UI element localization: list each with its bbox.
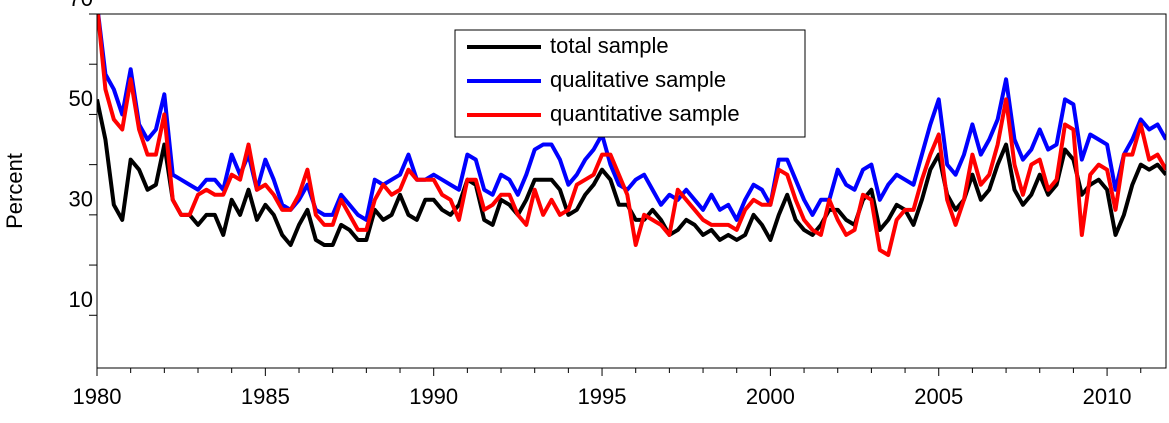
- plot-frame: [96, 13, 1167, 369]
- x-tick-label: 1995: [578, 384, 627, 409]
- series-layer: [97, 14, 1166, 258]
- y-axis-label: Percent: [2, 153, 27, 229]
- legend-label: total sample: [550, 33, 669, 58]
- x-tick-label: 1980: [73, 384, 122, 409]
- y-tick-label: 50: [69, 86, 93, 111]
- y-tick-label: 10: [69, 287, 93, 312]
- x-tick-label: 1985: [241, 384, 290, 409]
- x-tick-label: 1990: [409, 384, 458, 409]
- series-line: [97, 14, 1166, 222]
- legend-label: qualitative sample: [550, 67, 726, 92]
- series-line: [97, 14, 1166, 258]
- x-tick-label: 2010: [1083, 384, 1132, 409]
- legend-label: quantitative sample: [550, 101, 740, 126]
- y-tick-label: 70: [69, 0, 93, 11]
- y-tick-label: 30: [69, 187, 93, 212]
- x-tick-label: 2000: [746, 384, 795, 409]
- x-tick-label: 2005: [914, 384, 963, 409]
- legend: total sample qualitative sample quantitati…: [454, 29, 806, 138]
